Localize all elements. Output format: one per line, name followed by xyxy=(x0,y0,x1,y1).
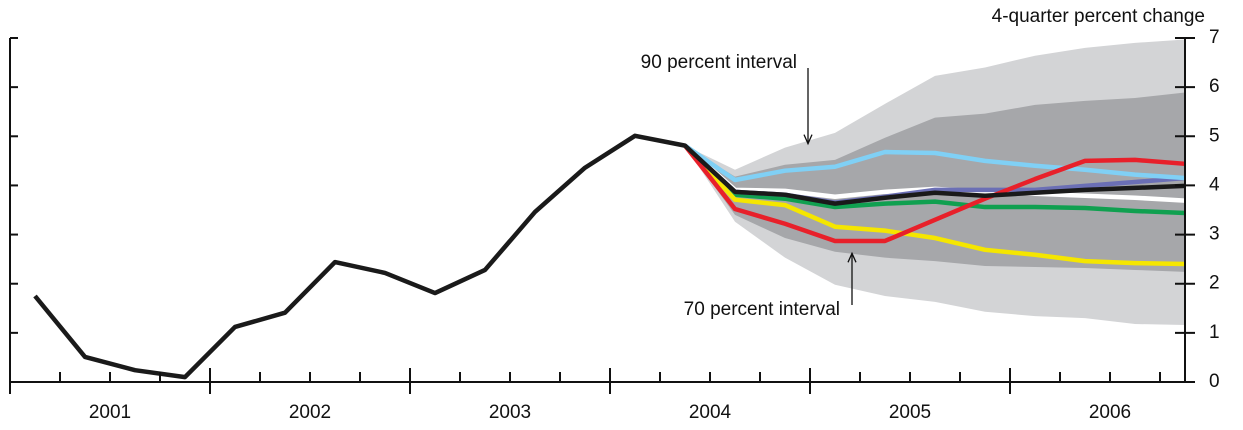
projection-line xyxy=(683,144,1186,216)
y-tick-label: 4 xyxy=(1209,174,1220,195)
y-tick-label: 1 xyxy=(1209,322,1220,343)
arrow-head xyxy=(847,251,857,263)
projection-line xyxy=(683,143,1186,183)
projection-line xyxy=(683,144,1186,244)
annotation: 90 percent interval xyxy=(641,52,797,73)
projection-line xyxy=(683,144,1186,267)
y-tick-label: 5 xyxy=(1209,125,1220,146)
projection-line xyxy=(33,133,1186,380)
y-axis-label: 4-quarter percent change xyxy=(992,6,1205,27)
x-tick-label: 2005 xyxy=(889,402,931,423)
x-tick-label: 2003 xyxy=(489,402,531,423)
arrow-head xyxy=(803,134,813,146)
interval-band xyxy=(685,92,1185,272)
y-tick-label: 0 xyxy=(1209,371,1220,392)
x-tick-label: 2004 xyxy=(689,402,732,423)
y-tick-label: 6 xyxy=(1209,76,1220,97)
x-tick-label: 2006 xyxy=(1089,402,1131,423)
y-tick-label: 7 xyxy=(1209,27,1220,48)
y-tick-label: 2 xyxy=(1209,273,1220,294)
x-tick-label: 2001 xyxy=(89,402,131,423)
y-tick-label: 3 xyxy=(1209,224,1220,245)
annotation: 70 percent interval xyxy=(684,299,840,320)
x-tick-label: 2002 xyxy=(289,402,331,423)
